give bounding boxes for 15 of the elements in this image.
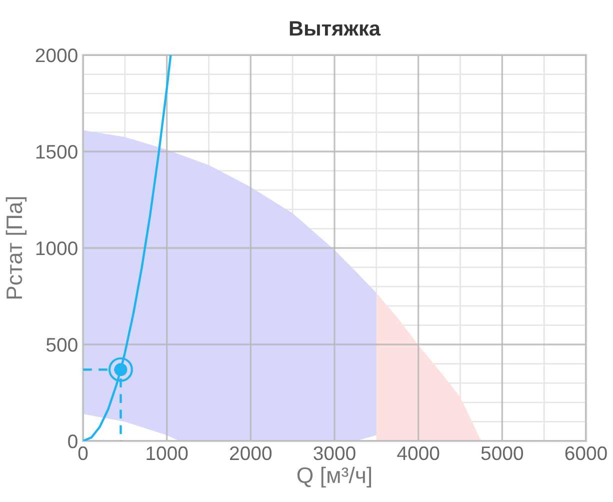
- x-axis-title: Q [м³/ч]: [297, 466, 372, 488]
- y-tick-label: 2000: [36, 48, 78, 62]
- y-tick-label: 500: [46, 338, 78, 352]
- y-tick-label: 1500: [36, 144, 78, 159]
- chart-title: Вытяжка: [290, 21, 381, 36]
- x-tick-label: 3000: [314, 446, 356, 460]
- x-tick-label: 1000: [146, 446, 188, 460]
- x-tick-label: 6000: [565, 446, 607, 460]
- y-axis-title: Pстат [Па]: [6, 197, 27, 299]
- y-tick-label: 0: [68, 434, 78, 448]
- x-tick-label: 4000: [397, 446, 440, 460]
- x-tick-label: 2000: [230, 446, 272, 460]
- y-tick-label: 1000: [36, 241, 78, 256]
- x-tick-label: 0: [78, 446, 88, 460]
- x-tick-label: 5000: [481, 446, 524, 460]
